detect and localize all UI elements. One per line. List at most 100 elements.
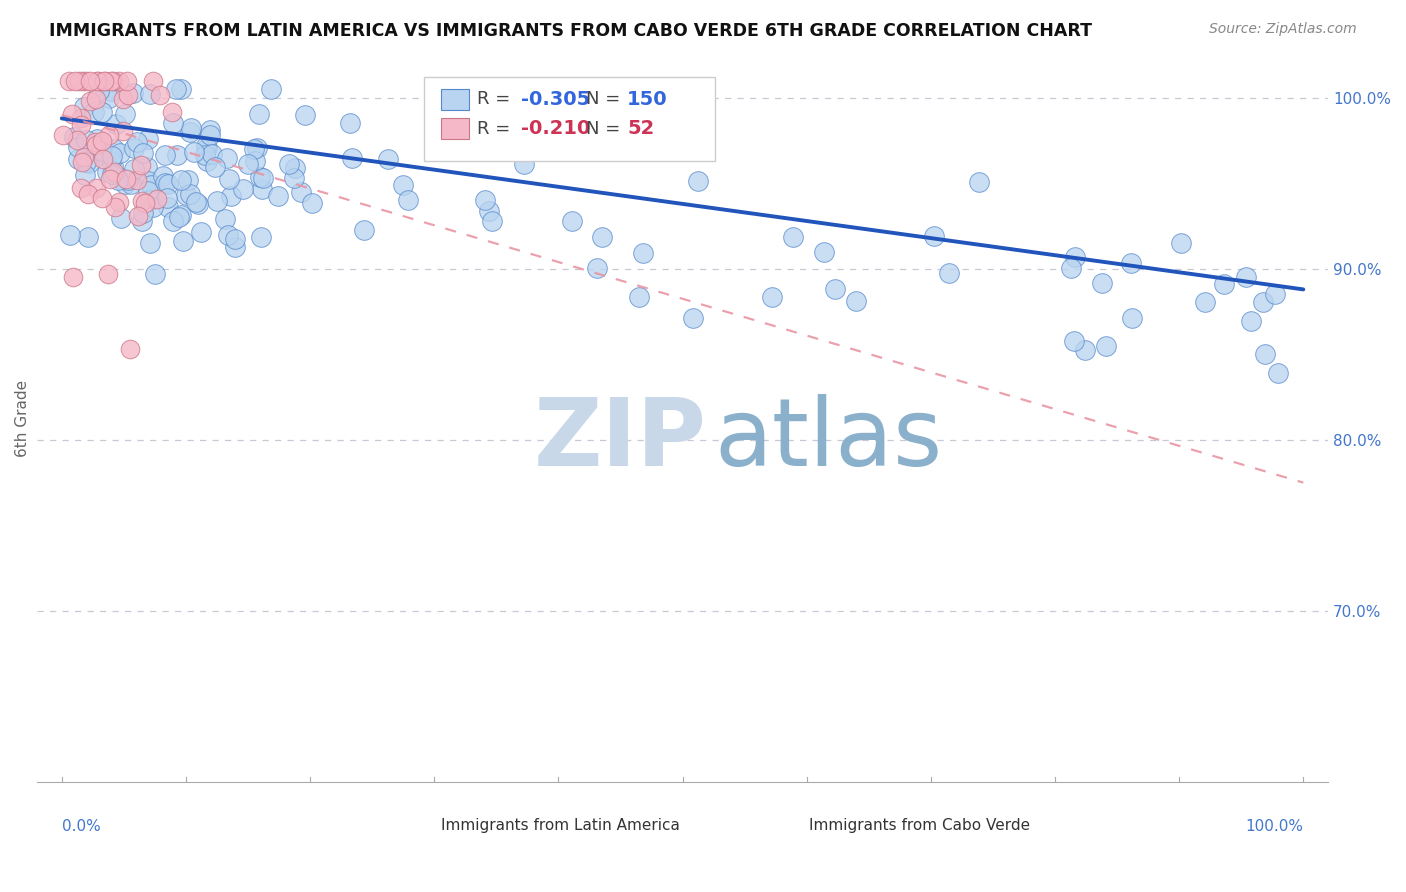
Point [1239,314,1261,328]
Point [481,214,503,228]
Point [169,210,191,224]
Point [52,128,75,143]
Point [108,74,131,88]
Point [236,156,259,170]
Point [214,211,236,226]
Point [91,191,114,205]
Point [146,192,169,206]
Point [90,144,112,158]
Point [1212,277,1234,292]
Point [103,142,125,156]
Point [1267,366,1289,380]
Point [1091,276,1114,290]
Point [813,244,835,259]
Point [62,269,84,284]
Point [218,172,240,186]
Point [391,178,413,193]
Point [122,87,145,101]
Point [474,193,496,207]
Point [134,195,156,210]
Point [90,104,112,119]
Point [1073,343,1095,357]
Point [139,178,162,193]
Point [149,88,172,103]
Point [631,246,654,260]
Point [277,157,299,171]
Point [260,82,283,96]
Point [283,171,305,186]
Point [174,188,197,202]
Y-axis label: 6th Grade: 6th Grade [15,380,30,457]
Point [70,118,93,132]
Bar [441,89,470,110]
Point [396,193,419,207]
Text: 0.0%: 0.0% [62,820,100,834]
Point [127,210,149,224]
Point [79,74,101,88]
Point [824,282,846,296]
FancyBboxPatch shape [425,77,714,161]
Text: N =: N = [586,90,626,109]
Point [353,222,375,236]
Point [110,211,132,225]
Point [117,87,139,102]
Point [290,185,312,199]
Point [561,213,583,227]
Bar [398,817,434,837]
Point [107,172,129,186]
Point [132,205,155,219]
Point [70,112,93,126]
Point [340,151,363,165]
Point [284,161,307,175]
Text: N =: N = [586,120,626,137]
Point [179,125,201,139]
Point [845,293,868,308]
Point [73,150,96,164]
Point [100,74,122,88]
Point [195,153,218,168]
Point [628,290,651,304]
Point [156,191,179,205]
Point [87,74,110,88]
Point [1170,236,1192,251]
Point [180,120,202,135]
Point [136,174,159,188]
Point [98,91,121,105]
Point [60,106,83,120]
Point [62,129,84,144]
Text: 52: 52 [627,119,654,138]
Point [179,187,201,202]
Point [120,178,142,192]
Point [104,117,127,131]
Point [249,107,271,121]
Point [162,214,184,228]
Point [162,116,184,130]
Point [86,74,108,88]
Point [478,204,501,219]
Point [70,155,93,169]
Point [1095,338,1118,352]
Point [170,208,193,222]
Point [75,155,97,169]
Text: 100.0%: 100.0% [1246,820,1303,834]
Point [513,157,536,171]
Point [1121,311,1143,326]
Point [104,201,127,215]
Text: 150: 150 [627,90,668,109]
Text: R =: R = [477,90,516,109]
Point [195,141,218,155]
Point [69,74,91,88]
Bar [766,817,803,837]
Point [139,236,162,251]
Point [682,311,704,326]
Text: ZIP: ZIP [534,394,707,486]
Point [77,229,100,244]
Point [84,92,107,106]
Point [922,228,945,243]
Point [101,167,124,181]
Point [112,124,135,138]
Point [58,74,80,88]
Point [172,234,194,248]
Point [90,134,112,148]
Point [194,148,217,162]
